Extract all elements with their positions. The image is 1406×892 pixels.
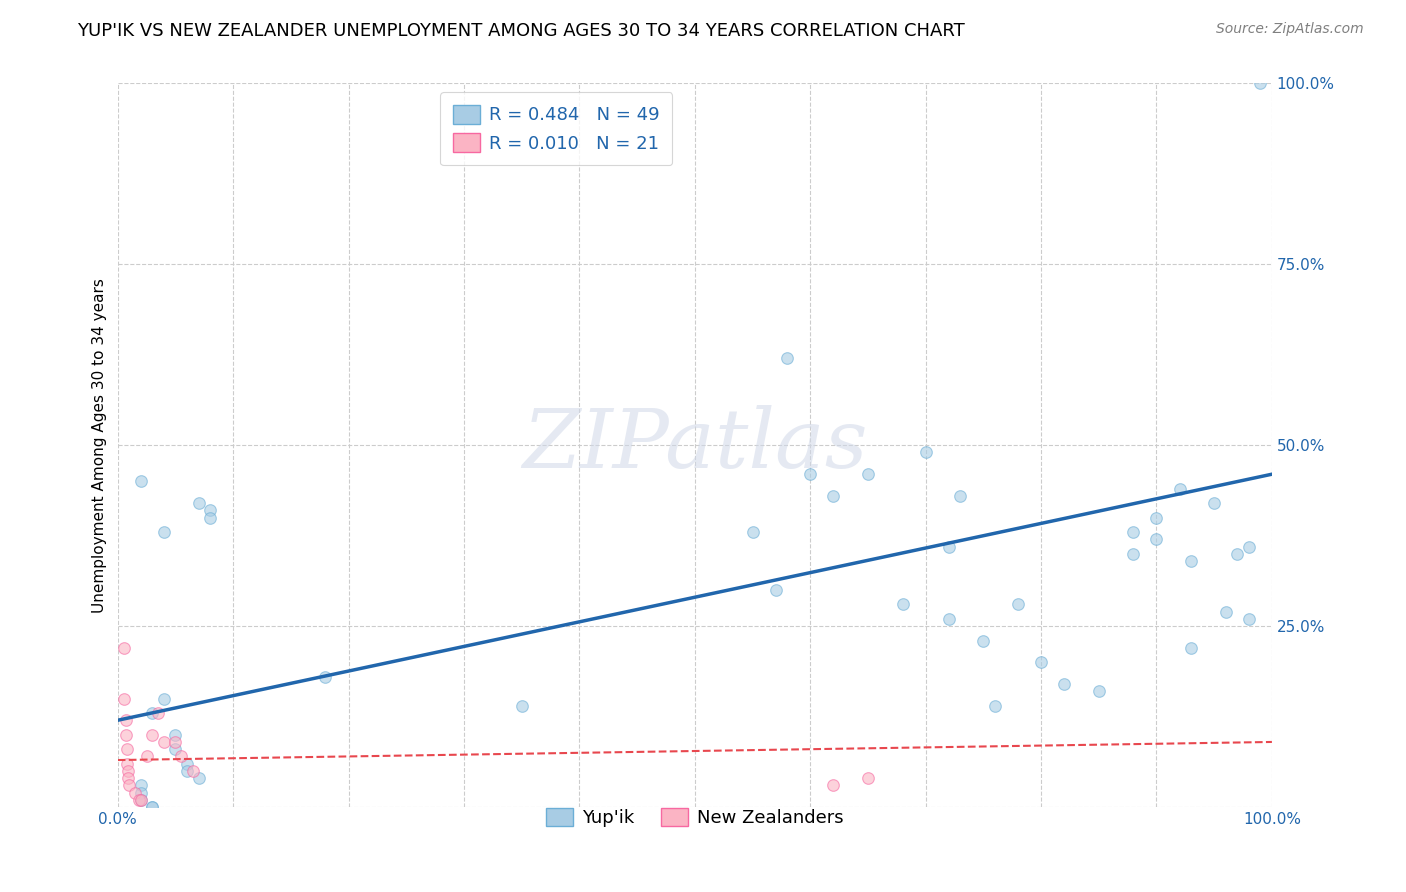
Point (1237, 612, 1260, 626)
Point (146, 706, 169, 720)
Text: Source: ZipAtlas.com: Source: ZipAtlas.com (1216, 22, 1364, 37)
Point (117, 771, 139, 785)
Point (1226, 547, 1249, 561)
Point (129, 793, 152, 807)
Point (972, 633, 994, 648)
Point (114, 713, 136, 727)
Text: YUP'IK VS NEW ZEALANDER UNEMPLOYMENT AMONG AGES 30 TO 34 YEARS CORRELATION CHART: YUP'IK VS NEW ZEALANDER UNEMPLOYMENT AMO… (77, 22, 965, 40)
Point (129, 475, 152, 489)
Point (153, 735, 176, 749)
Point (856, 467, 879, 482)
Point (153, 691, 176, 706)
Point (170, 749, 193, 764)
Point (765, 582, 787, 597)
Point (141, 800, 163, 814)
Point (141, 706, 163, 720)
Point (117, 764, 139, 778)
Point (165, 735, 187, 749)
Point (198, 503, 221, 517)
Point (1237, 540, 1260, 554)
Point (1249, 77, 1271, 91)
Point (1204, 496, 1226, 510)
Point (141, 728, 163, 742)
Y-axis label: Unemployment Among Ages 30 to 34 years: Unemployment Among Ages 30 to 34 years (93, 277, 107, 613)
Point (510, 698, 533, 713)
Point (129, 793, 152, 807)
Point (129, 786, 152, 800)
Point (165, 728, 187, 742)
Point (153, 525, 176, 540)
Point (115, 756, 138, 771)
Point (141, 800, 163, 814)
Point (176, 764, 198, 778)
Point (112, 691, 135, 706)
Point (118, 778, 141, 792)
Point (135, 749, 157, 764)
Point (165, 742, 187, 756)
Point (984, 698, 1007, 713)
Point (1053, 677, 1076, 691)
Text: ZIPatlas: ZIPatlas (522, 405, 868, 485)
Point (949, 489, 972, 503)
Point (1007, 598, 1029, 612)
Legend: Yup'ik, New Zealanders: Yup'ik, New Zealanders (538, 800, 851, 834)
Point (1168, 482, 1191, 496)
Point (1146, 510, 1168, 524)
Point (114, 728, 136, 742)
Point (799, 467, 821, 482)
Point (1180, 554, 1202, 568)
Point (198, 510, 221, 524)
Point (938, 540, 960, 554)
Point (823, 489, 845, 503)
Point (856, 771, 879, 785)
Point (112, 640, 135, 655)
Point (891, 598, 914, 612)
Point (181, 764, 204, 778)
Point (124, 786, 146, 800)
Point (776, 351, 799, 366)
Point (1215, 605, 1237, 619)
Point (1087, 684, 1109, 698)
Point (176, 756, 198, 771)
Point (129, 778, 152, 792)
Point (938, 612, 960, 626)
Point (1029, 656, 1052, 670)
Point (1122, 525, 1144, 540)
Point (1180, 640, 1202, 655)
Point (823, 778, 845, 792)
Point (115, 742, 138, 756)
Point (187, 771, 209, 785)
Point (1146, 533, 1168, 547)
Point (741, 525, 763, 540)
Point (914, 445, 936, 459)
Point (1122, 547, 1144, 561)
Point (128, 793, 150, 807)
Point (315, 670, 337, 684)
Point (187, 496, 209, 510)
